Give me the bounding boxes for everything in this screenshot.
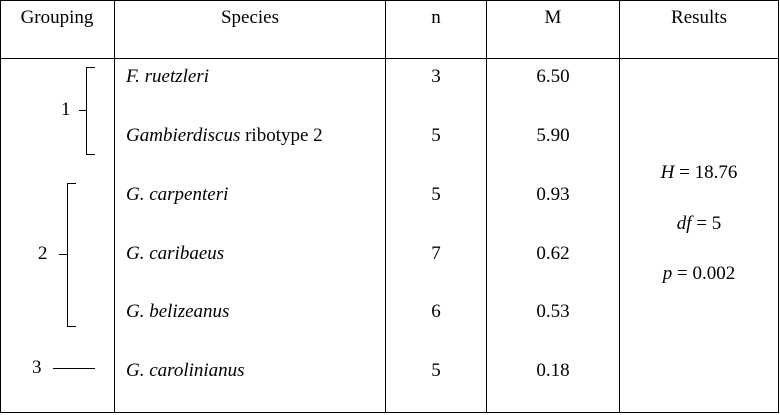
header-m: M [544, 7, 562, 28]
bracket-mid-tick [79, 110, 87, 111]
column-separator [114, 0, 115, 413]
species-italic: F. ruetzleri [126, 66, 210, 87]
bracket-top-tick [86, 67, 95, 68]
table-border-bottom [0, 412, 779, 413]
table-row-m: 6.50 [536, 66, 570, 87]
table-row-species: G. carpenteri [126, 184, 228, 206]
table-row-m: 0.53 [536, 301, 570, 322]
bracket-vertical [67, 183, 68, 327]
table-border-right [778, 0, 779, 413]
table-row-n: 5 [431, 125, 441, 146]
header-separator [0, 58, 779, 59]
table-row-n: 3 [431, 66, 441, 87]
bracket-vertical [86, 67, 87, 155]
column-separator [619, 0, 620, 413]
table-row-m: 0.62 [536, 243, 570, 264]
h-symbol: H [660, 162, 675, 183]
group-line-3 [53, 368, 95, 369]
species-italic: Gambierdiscus [126, 125, 241, 146]
result-h: H = 18.76 [620, 162, 778, 184]
bracket-bottom-tick [67, 326, 76, 327]
table-row-species: F. ruetzleri [126, 66, 209, 88]
table-row-species: G. caribaeus [126, 243, 224, 265]
bracket-top-tick [67, 183, 76, 184]
df-value: = 5 [691, 213, 722, 234]
table-row-n: 6 [431, 301, 441, 322]
header-grouping: Grouping [20, 7, 94, 28]
column-separator [486, 0, 487, 413]
table-row-species: G. belizeanus [126, 301, 229, 323]
column-separator [385, 0, 386, 413]
p-symbol: p [662, 263, 673, 284]
bracket-bottom-tick [86, 154, 95, 155]
group-label-2: 2 [38, 243, 48, 264]
bracket-mid-tick [59, 254, 68, 255]
table-row-n: 7 [431, 243, 441, 264]
p-value: = 0.002 [672, 263, 736, 284]
table-row-n: 5 [431, 184, 441, 205]
group-label-3: 3 [32, 357, 42, 378]
header-species: Species [220, 7, 280, 28]
species-rest: ribotype 2 [240, 125, 323, 146]
header-results: Results [671, 7, 727, 28]
result-p: p = 0.002 [620, 263, 778, 285]
header-n: n [431, 7, 441, 28]
table-row-n: 5 [431, 360, 441, 381]
species-italic: G. carolinianus [126, 360, 245, 381]
table-row-species: Gambierdiscus ribotype 2 [126, 125, 323, 147]
table-border-top [0, 0, 779, 1]
species-italic: G. carpenteri [126, 184, 229, 205]
table-row-m: 0.93 [536, 184, 570, 205]
result-df: df = 5 [620, 213, 778, 235]
table-row-m: 0.18 [536, 360, 570, 381]
table-border-left [0, 0, 1, 413]
df-symbol: df [676, 213, 692, 234]
group-label-1: 1 [61, 99, 71, 120]
species-italic: G. caribaeus [126, 243, 225, 264]
table-row-m: 5.90 [536, 125, 570, 146]
species-italic: G. belizeanus [126, 301, 230, 322]
h-value: = 18.76 [674, 162, 738, 183]
table-row-species: G. carolinianus [126, 360, 245, 382]
